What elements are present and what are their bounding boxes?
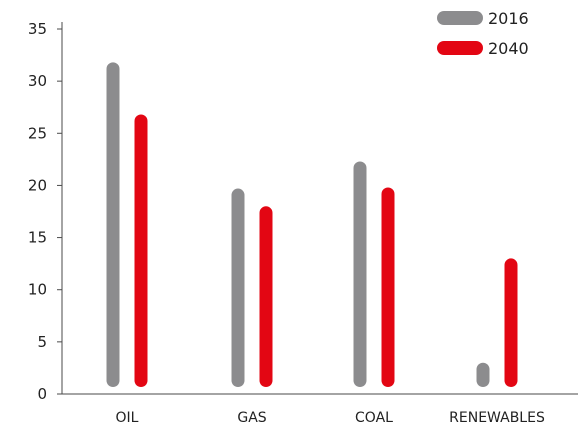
bar-2016-oil	[106, 62, 120, 387]
y-tick-label: 0	[37, 385, 47, 403]
legend-swatch-2040	[437, 41, 483, 55]
y-tick-label: 10	[28, 281, 47, 299]
bar-2016-renewables	[476, 362, 490, 387]
y-tick-label: 30	[28, 72, 47, 90]
bars-group	[106, 62, 518, 387]
legend-label-2016: 2016	[488, 9, 529, 28]
x-axis-labels: OIL GAS COAL RENEWABLES	[116, 410, 545, 426]
legend-label-2040: 2040	[488, 39, 529, 58]
bar-2040-oil	[134, 114, 148, 387]
bar-2040-renewables	[504, 258, 518, 387]
x-tick-label: COAL	[355, 410, 393, 426]
legend-swatch-2016	[437, 11, 483, 25]
y-tick-label: 20	[28, 176, 47, 194]
x-tick-label: GAS	[237, 410, 266, 426]
y-tick-label: 25	[28, 124, 47, 142]
y-axis-ticks: 0 5 10 15 20 25 30 35	[28, 20, 62, 403]
bar-2040-gas	[259, 206, 273, 387]
y-tick-label: 35	[28, 20, 47, 38]
legend: 2016 2040	[437, 9, 529, 58]
bar-2016-coal	[353, 161, 367, 387]
y-tick-label: 5	[37, 333, 47, 351]
x-tick-label: OIL	[116, 410, 139, 426]
bar-2016-gas	[231, 188, 245, 387]
bar-2040-coal	[381, 187, 395, 387]
x-tick-label: RENEWABLES	[449, 410, 545, 426]
y-tick-label: 15	[28, 229, 47, 247]
